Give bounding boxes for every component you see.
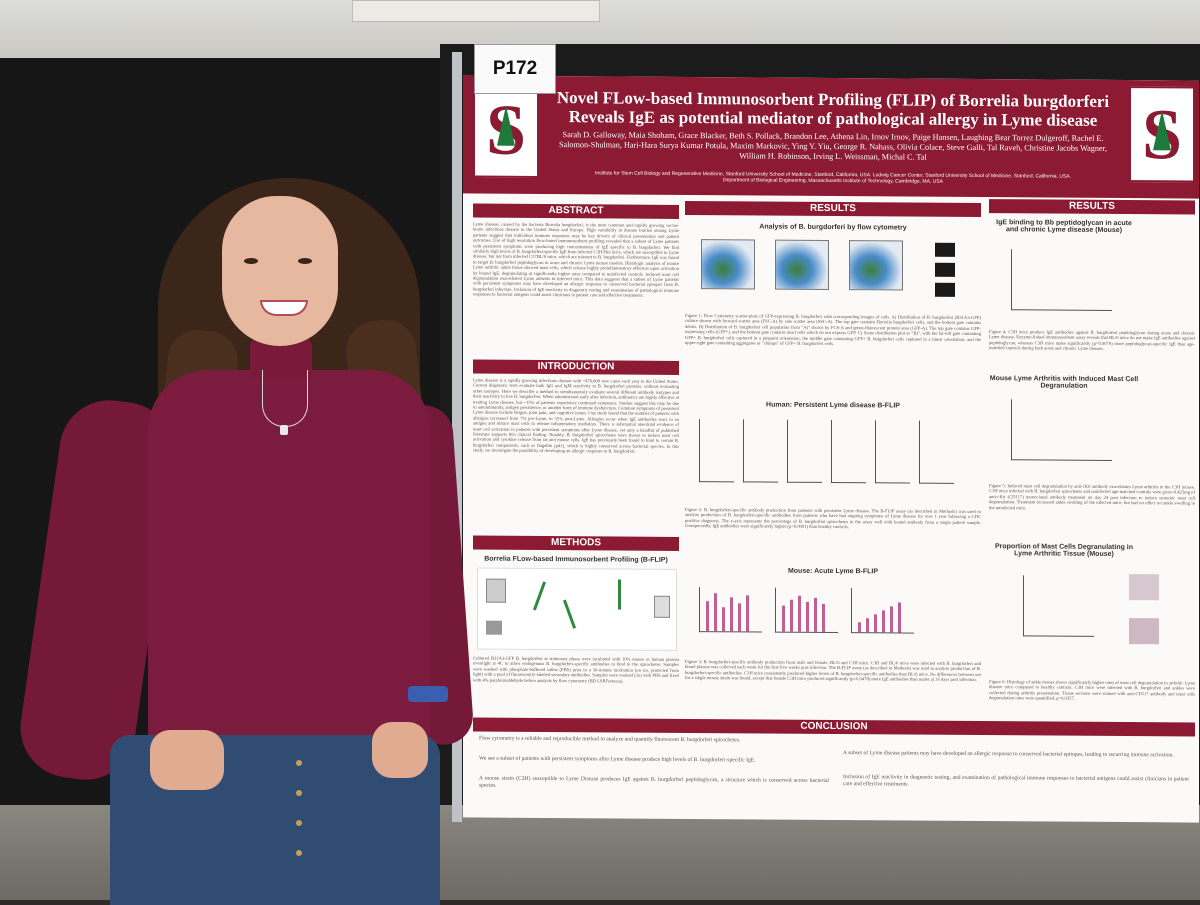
poster-banner: S S Novel FLow-based Immunosorbent Profi… — [463, 75, 1199, 199]
right-hand — [372, 722, 428, 778]
flow-figure-title: Analysis of B. burgdorferi by flow cytom… — [759, 223, 907, 232]
right-eye — [298, 258, 312, 264]
left-hand — [150, 730, 224, 790]
poster-title: Novel FLow-based Immunosorbent Profiling… — [556, 88, 1110, 130]
resting-mast-cell-image — [1129, 574, 1159, 601]
mouse-caption: Figure 3: B. burgdorferi-specific antibo… — [685, 658, 981, 683]
poster-affiliations: Institute for Stem Cell Biology and Rege… — [594, 170, 1072, 185]
face — [222, 196, 338, 346]
mouse-igm-plot — [775, 587, 838, 634]
mouse-figure-title: Mouse: Acute Lyme B-FLIP — [787, 567, 879, 576]
arthritis-caption: Figure 5: Induced mast cell degranulatio… — [989, 483, 1195, 510]
microscopy-image — [935, 262, 955, 277]
maroon-turtleneck — [148, 370, 430, 750]
mast-figure-title: Proportion of Mast Cells Degranulating i… — [994, 543, 1134, 558]
conclusion-point: A mouse strain (C3H) susceptible to Lyme… — [479, 775, 829, 789]
research-poster: S S Novel FLow-based Immunosorbent Profi… — [463, 75, 1199, 823]
flow-caption: Figure 1: Flow Cytometry scatter-plots o… — [685, 312, 981, 347]
human-figure-title: Human: Persistent Lyme disease B-FLIP — [766, 401, 900, 410]
stanford-logo-right-icon: S — [1129, 86, 1195, 183]
human-igg2-plot — [743, 419, 778, 483]
necklace — [262, 370, 308, 427]
ige-caption: Figure 4: C3H mice produce IgE antibodie… — [989, 329, 1195, 352]
left-eye — [244, 258, 258, 264]
jeans-button — [296, 790, 302, 796]
mast-caption: Figure 6: Histology of ankle tissues sho… — [989, 679, 1195, 701]
microscopy-image — [935, 242, 955, 257]
conclusion-header: CONCLUSION — [473, 717, 1195, 737]
wristband — [408, 686, 448, 702]
methods-figure-title: Borrelia FLow-based Immunosorbent Profil… — [484, 555, 668, 564]
methods-header: METHODS — [473, 535, 679, 551]
conclusion-point: A subset of Lyme disease patients may ha… — [843, 750, 1174, 759]
arthritis-figure-title: Mouse Lyme Arthritis with Induced Mast C… — [989, 375, 1139, 390]
degranulating-mast-cell-image — [1129, 618, 1159, 645]
ige-absorbance-plot — [1011, 249, 1112, 311]
conclusion-point: Inclusion of IgE reactivity in diagnosti… — [843, 774, 1189, 788]
human-igg1-plot — [699, 419, 734, 483]
stanford-logo-left-icon: S — [473, 81, 539, 178]
abstract-header: ABSTRACT — [473, 203, 679, 219]
human-igg3-plot — [787, 419, 822, 483]
jeans-button — [296, 850, 302, 856]
poster-authors: Sarah D. Galloway, Maia Shoham, Grace Bl… — [558, 130, 1108, 162]
board-pole — [452, 52, 462, 822]
mouse-ige-plot — [851, 588, 914, 634]
poster-board-number: P172 — [474, 44, 556, 94]
results-header-right: RESULTS — [989, 199, 1195, 215]
introduction-header: INTRODUCTION — [473, 359, 679, 375]
human-ige-plot — [919, 420, 954, 484]
results-header-middle: RESULTS — [685, 200, 981, 218]
jeans-button — [296, 760, 302, 766]
conclusion-point: We see a subset of patients with persist… — [479, 755, 756, 764]
flow-scatter-a — [701, 239, 755, 290]
methods-text: Cultured B31A3-GFP B. burgdorferi at sta… — [473, 655, 679, 684]
introduction-text: Lyme disease is a rapidly growing infect… — [473, 377, 679, 454]
conclusion-point: Flow cytometry is a reliable and reprodu… — [479, 735, 741, 744]
arthritis-line-plot — [1011, 399, 1112, 461]
mast-violin-plot — [1023, 575, 1094, 637]
necklace-pendant-icon — [280, 425, 288, 435]
methods-diagram — [477, 567, 677, 651]
ceiling-panel — [352, 0, 600, 22]
human-caption: Figure 2: B. burgdorferi-specific antibo… — [685, 506, 981, 530]
microscopy-image — [935, 282, 955, 297]
human-igm-plot — [875, 420, 910, 484]
flow-scatter-b — [775, 239, 829, 290]
mouse-igg2a-plot — [699, 587, 762, 633]
flow-scatter-c — [849, 240, 903, 291]
ige-figure-title: IgE binding to Bb peptidoglycan in acute… — [996, 219, 1132, 235]
abstract-text: Lyme disease, caused by the bacteria Bor… — [473, 221, 679, 298]
human-igg4-plot — [831, 420, 866, 484]
jeans-button — [296, 820, 302, 826]
